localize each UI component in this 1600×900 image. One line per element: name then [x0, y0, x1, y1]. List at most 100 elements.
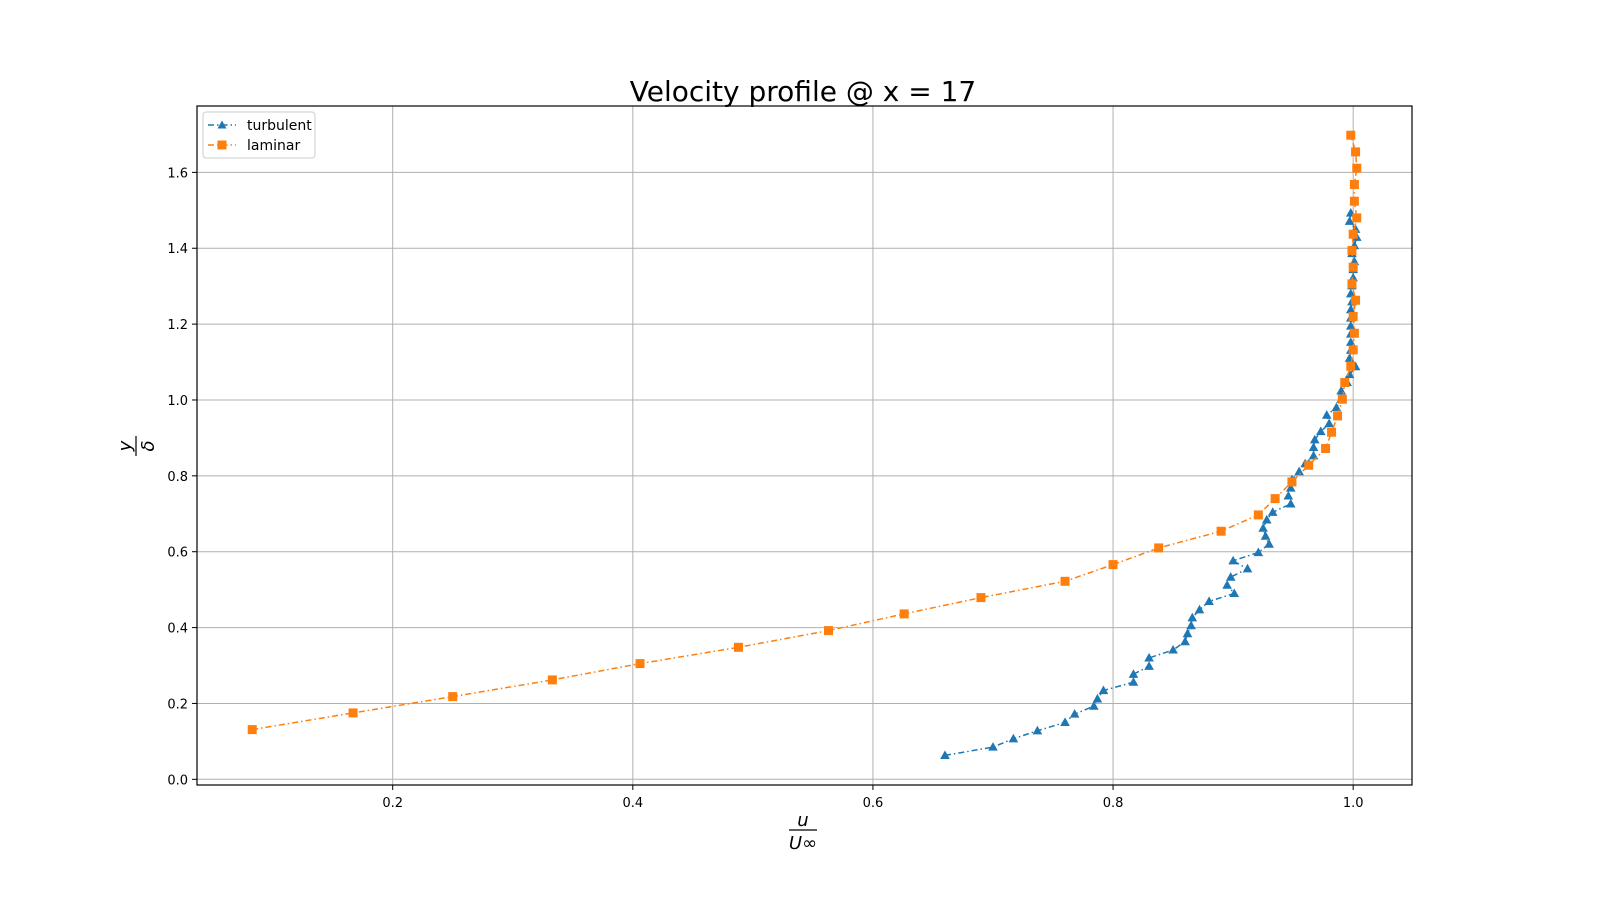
- data-point-turbulent: [1144, 661, 1154, 670]
- data-point-turbulent: [1225, 572, 1236, 581]
- legend-item-laminar: laminar: [208, 138, 300, 154]
- data-series: [247, 130, 1362, 760]
- data-point-laminar: [1347, 246, 1357, 256]
- data-point-turbulent: [1345, 321, 1356, 330]
- y-tick-label: 0.8: [167, 470, 188, 485]
- y-axis-label: y δ: [115, 436, 159, 456]
- y-tick-label: 0.6: [167, 546, 188, 561]
- data-point-turbulent: [1098, 685, 1109, 695]
- data-point-turbulent: [1344, 369, 1355, 379]
- data-point-turbulent: [1186, 620, 1196, 630]
- data-point-laminar: [547, 675, 557, 685]
- y-tick-label: 0.0: [167, 773, 188, 788]
- data-point-turbulent: [1258, 523, 1268, 532]
- data-point-turbulent: [1260, 531, 1271, 540]
- data-point-laminar: [1349, 180, 1359, 190]
- axis-ticks: 0.2 0.4 0.6 0.8 1.0 0.0 0.2 0.4 0.6 0.8 1.0 1.2 1.4 1…: [167, 166, 1363, 811]
- data-point-turbulent: [1315, 426, 1326, 436]
- data-point-turbulent: [1144, 652, 1154, 662]
- data-point-turbulent: [1187, 612, 1198, 622]
- data-point-turbulent: [1242, 563, 1253, 573]
- data-point-laminar: [1337, 394, 1347, 404]
- y-axis-label-denominator: δ: [138, 440, 159, 451]
- data-point-turbulent: [1008, 733, 1019, 743]
- data-point-laminar: [1216, 526, 1226, 536]
- data-point-laminar: [1270, 494, 1280, 504]
- series-laminar: [247, 130, 1362, 735]
- data-point-turbulent: [1345, 304, 1356, 314]
- legend-box: [202, 111, 316, 159]
- data-point-turbulent: [1344, 216, 1355, 225]
- data-point-turbulent: [1182, 628, 1193, 638]
- data-point-laminar: [1349, 328, 1359, 338]
- data-point-laminar: [1347, 279, 1357, 289]
- data-point-turbulent: [1345, 288, 1356, 298]
- legend-item-turbulent: turbulent: [208, 118, 312, 134]
- y-tick-label: 0.4: [167, 622, 188, 637]
- x-tick-label: 1.0: [1343, 796, 1364, 811]
- x-tick-label: 0.8: [1103, 796, 1124, 811]
- data-point-turbulent: [1309, 434, 1320, 444]
- data-point-turbulent: [1321, 410, 1332, 419]
- data-point-turbulent: [1204, 596, 1214, 606]
- data-point-turbulent: [1285, 498, 1296, 508]
- data-point-laminar: [1333, 411, 1343, 421]
- data-point-turbulent: [1294, 466, 1304, 476]
- data-point-laminar: [976, 593, 986, 603]
- data-point-laminar: [348, 708, 358, 718]
- legend: turbulent laminar: [202, 111, 316, 159]
- data-point-laminar: [1348, 262, 1358, 272]
- y-tick-label: 1.6: [167, 166, 188, 181]
- data-point-turbulent: [1285, 482, 1296, 492]
- data-point-laminar: [1346, 130, 1356, 140]
- data-point-turbulent: [1060, 717, 1070, 727]
- y-axis-label-numerator: y: [115, 440, 136, 452]
- data-point-laminar: [448, 692, 458, 702]
- data-point-turbulent: [940, 750, 950, 760]
- data-point-laminar: [247, 725, 257, 735]
- data-point-laminar: [1304, 460, 1314, 470]
- data-point-laminar: [1351, 295, 1361, 305]
- data-point-turbulent: [1264, 539, 1274, 548]
- data-point-turbulent: [1128, 669, 1139, 678]
- data-point-turbulent: [1228, 555, 1238, 565]
- data-point-turbulent: [1308, 442, 1319, 451]
- chart-title: Velocity profile @ x = 17: [630, 75, 976, 108]
- data-point-laminar: [1327, 427, 1337, 437]
- plot-frame: [196, 105, 1413, 786]
- data-point-turbulent: [1345, 337, 1356, 346]
- data-point-turbulent: [1069, 709, 1080, 718]
- data-point-turbulent: [1194, 604, 1205, 614]
- data-point-turbulent: [1229, 588, 1240, 598]
- data-point-laminar: [824, 626, 834, 636]
- y-tick-label: 1.2: [167, 318, 188, 333]
- data-point-laminar: [899, 609, 909, 619]
- data-point-turbulent: [1324, 418, 1334, 428]
- data-point-turbulent: [1092, 693, 1103, 703]
- data-point-laminar: [1108, 560, 1118, 570]
- data-point-laminar: [635, 659, 645, 669]
- data-point-turbulent: [1261, 514, 1272, 524]
- data-point-turbulent: [1267, 507, 1278, 516]
- x-tick-label: 0.2: [382, 796, 403, 811]
- data-point-laminar: [1287, 477, 1297, 487]
- data-point-turbulent: [1331, 402, 1342, 412]
- data-point-turbulent: [1128, 677, 1139, 686]
- data-point-laminar: [1352, 163, 1362, 173]
- data-point-laminar: [1060, 576, 1070, 586]
- data-point-turbulent: [1222, 580, 1232, 589]
- y-tick-label: 0.2: [167, 697, 188, 712]
- data-point-laminar: [1348, 345, 1358, 355]
- data-point-laminar: [1352, 213, 1362, 223]
- data-point-turbulent: [1089, 701, 1099, 710]
- data-point-turbulent: [1168, 644, 1178, 654]
- data-point-laminar: [1348, 312, 1358, 322]
- data-point-laminar: [1346, 361, 1356, 371]
- data-point-turbulent: [1180, 636, 1190, 646]
- legend-label-turbulent: turbulent: [247, 118, 312, 134]
- y-tick-label: 1.0: [167, 394, 188, 409]
- legend-marker-laminar: [217, 140, 227, 150]
- data-point-laminar: [1349, 196, 1359, 206]
- x-axis-label-denominator: U∞: [789, 833, 817, 854]
- x-tick-label: 0.4: [622, 796, 643, 811]
